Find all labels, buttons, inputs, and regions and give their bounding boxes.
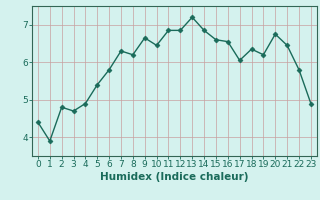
X-axis label: Humidex (Indice chaleur): Humidex (Indice chaleur) [100, 172, 249, 182]
